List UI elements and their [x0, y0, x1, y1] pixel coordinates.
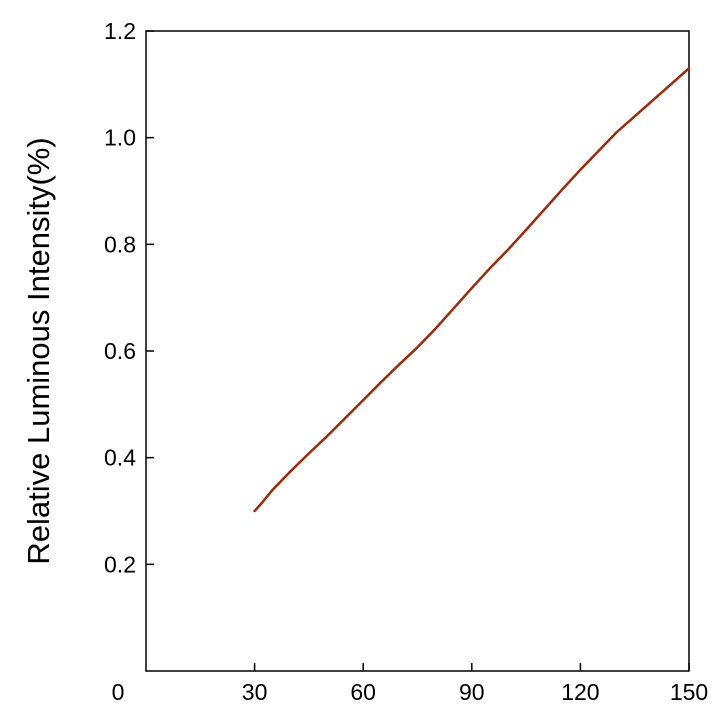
plot-frame	[145, 30, 690, 672]
y-tick-label: 0.6	[104, 338, 136, 364]
y-tick-label: 0.4	[104, 445, 136, 471]
x-tick-label: 150	[670, 679, 708, 705]
series-layer	[253, 67, 691, 513]
y-tick-label: 1.2	[104, 18, 136, 44]
x-tick-label: 120	[561, 679, 599, 705]
y-tick-label: 1.0	[104, 125, 136, 151]
series-line	[253, 67, 691, 513]
x-tick-label: 90	[459, 679, 485, 705]
x-axis-ticks: 30 60 90 120 150	[242, 663, 708, 705]
y-tick-label: 0.8	[104, 231, 136, 257]
y-axis-ticks: 0.2 0.4 0.6 0.8 1.0 1.2	[104, 18, 154, 577]
y-axis-title: Relative Luminous Intensity(%)	[21, 137, 56, 564]
origin-tick-label: 0	[112, 679, 125, 705]
x-tick-label: 60	[350, 679, 376, 705]
x-tick-label: 30	[242, 679, 268, 705]
y-tick-label: 0.2	[104, 551, 136, 577]
